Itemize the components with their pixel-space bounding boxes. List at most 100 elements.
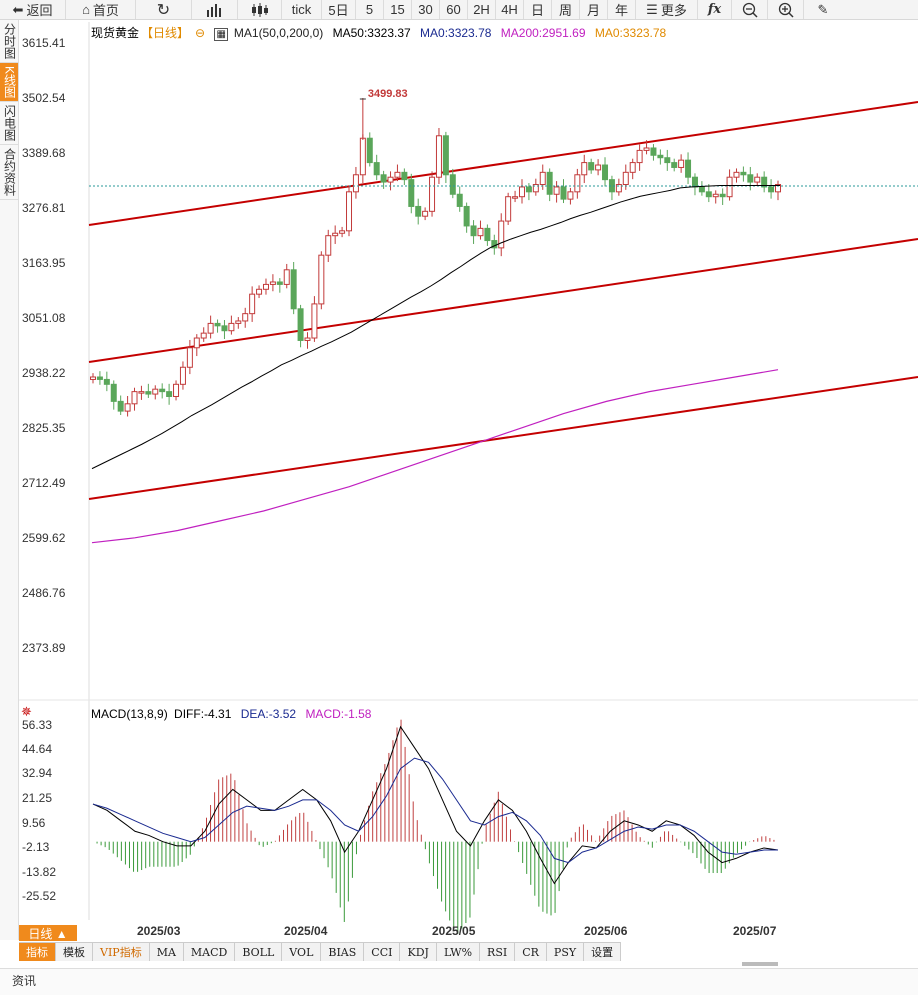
- template-tab[interactable]: 模板: [56, 943, 93, 961]
- indicator-vol[interactable]: VOL: [282, 943, 322, 961]
- candle-body: [463, 205, 470, 227]
- sidebar-item-kline[interactable]: K线图: [0, 63, 18, 103]
- candle-body: [311, 303, 318, 339]
- candle-body: [505, 196, 512, 222]
- period-day-button[interactable]: 日: [524, 0, 552, 19]
- period-month-button[interactable]: 月: [580, 0, 608, 19]
- pen-icon: ✎: [817, 1, 829, 17]
- candle-body: [608, 179, 615, 193]
- candle-body: [629, 162, 636, 173]
- candle-body: [650, 147, 657, 156]
- more-button[interactable]: ☰ 更多: [636, 0, 698, 19]
- candle-body: [283, 269, 290, 285]
- candlestick-chart-button[interactable]: [192, 0, 238, 19]
- candle-body: [643, 147, 650, 151]
- candle-body: [518, 186, 525, 198]
- instrument-name: 现货黄金: [91, 26, 140, 40]
- indicator-macd[interactable]: MACD: [184, 943, 236, 961]
- macd-settings-icon[interactable]: ✵: [21, 704, 32, 719]
- candle-body: [484, 227, 491, 242]
- zoom-out-button[interactable]: [732, 0, 768, 19]
- candle-body: [249, 293, 256, 315]
- candle-body: [498, 220, 505, 249]
- candle-body: [166, 391, 173, 397]
- vip-indicator-tab[interactable]: VIP指标: [93, 943, 150, 961]
- ma200-line: [91, 369, 779, 544]
- x-tick: 2025/04: [284, 924, 328, 938]
- candle-body: [373, 162, 380, 176]
- news-tab[interactable]: 资讯: [12, 974, 37, 988]
- indicator-cci[interactable]: CCI: [364, 943, 401, 961]
- candle-body: [276, 281, 283, 285]
- period-selector[interactable]: 日线 ▲: [19, 925, 77, 941]
- ma-config: MA1(50,0,200,0): [233, 26, 324, 40]
- price-tick: 3051.08: [22, 311, 66, 325]
- macd-diff-line: [92, 725, 779, 885]
- candle-body: [512, 196, 519, 199]
- horizontal-scrollbar[interactable]: [742, 962, 778, 966]
- candle-body: [733, 171, 740, 178]
- sidebar-item-flash[interactable]: 闪电图: [0, 102, 18, 146]
- indicator-bias[interactable]: BIAS: [321, 943, 365, 961]
- indicator-settings[interactable]: 设置: [584, 943, 622, 961]
- indicator-ma[interactable]: MA: [150, 943, 184, 961]
- zoom-in-button[interactable]: [768, 0, 804, 19]
- candle-body: [775, 184, 781, 193]
- formula-button[interactable]: fx: [698, 0, 732, 19]
- indicator-psy[interactable]: PSY: [547, 943, 585, 961]
- candle-body: [228, 322, 235, 332]
- diff-value: DIFF:-4.31: [174, 707, 232, 721]
- settings-icon[interactable]: ⊖: [195, 26, 206, 40]
- candle-body: [560, 186, 567, 200]
- period-60-button[interactable]: 60: [440, 0, 468, 19]
- home-button[interactable]: ⌂ 首页: [66, 0, 136, 19]
- candle-body: [90, 376, 96, 380]
- home-icon: ⌂: [82, 2, 90, 17]
- draw-button[interactable]: ✎: [804, 0, 842, 19]
- candle-body: [366, 137, 373, 164]
- candle-body: [442, 135, 449, 176]
- indicator-lw[interactable]: LW%: [437, 943, 481, 961]
- candle-body: [359, 137, 366, 176]
- candle-body: [179, 366, 186, 385]
- indicator-rsi[interactable]: RSI: [480, 943, 516, 961]
- sidebar-item-contract[interactable]: 合约资料: [0, 145, 18, 201]
- zoom-out-icon: [742, 2, 758, 18]
- ma0-value: MA0:3323.78: [420, 26, 492, 40]
- candle-body: [332, 232, 339, 237]
- price-tick: 3276.81: [22, 201, 66, 215]
- sidebar-item-timeshare[interactable]: 分时图: [0, 20, 18, 63]
- candle-body: [325, 235, 332, 256]
- period-week-button[interactable]: 周: [552, 0, 580, 19]
- indicator-cr[interactable]: CR: [515, 943, 547, 961]
- ma-config-icon[interactable]: ▦: [214, 28, 228, 41]
- candle-body: [200, 332, 207, 339]
- indicator-kdj[interactable]: KDJ: [400, 943, 437, 961]
- candle-body: [712, 193, 719, 198]
- tick-button[interactable]: tick: [282, 0, 322, 19]
- period-4h-button[interactable]: 4H: [496, 0, 524, 19]
- price-tick: 3502.54: [22, 91, 66, 105]
- indicator-boll[interactable]: BOLL: [235, 943, 283, 961]
- five-day-button[interactable]: 5日: [322, 0, 356, 19]
- refresh-button[interactable]: ↻: [136, 0, 192, 19]
- candle-body: [145, 391, 152, 395]
- candle-body: [636, 149, 643, 164]
- price-tick: 2599.62: [22, 531, 66, 545]
- period-15-button[interactable]: 15: [384, 0, 412, 19]
- period-30-button[interactable]: 30: [412, 0, 440, 19]
- candlestick-icon: [251, 2, 268, 17]
- back-button[interactable]: ⬅ 返回: [0, 0, 66, 19]
- ma0b-value: MA0:3323.78: [594, 26, 667, 40]
- x-tick: 2025/06: [584, 924, 628, 938]
- x-tick: 2025/05: [432, 924, 476, 938]
- indicator-tab[interactable]: 指标: [19, 943, 56, 961]
- candle-body: [193, 337, 200, 349]
- macd-title: MACD(13,8,9): [91, 707, 168, 721]
- macd-dea-line: [92, 757, 778, 864]
- period-5-button[interactable]: 5: [356, 0, 384, 19]
- ohlc-chart-button[interactable]: [238, 0, 282, 19]
- period-year-button[interactable]: 年: [608, 0, 636, 19]
- period-2h-button[interactable]: 2H: [468, 0, 496, 19]
